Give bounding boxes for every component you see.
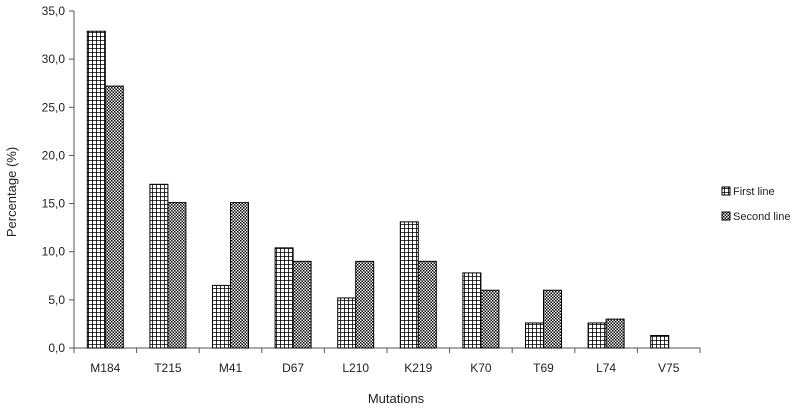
bar-first-line-l74 <box>587 322 607 349</box>
x-tick-label: M41 <box>219 361 243 375</box>
bar-second-line-t215 <box>167 202 187 349</box>
bar-second-line-m41 <box>230 202 249 349</box>
bar-first-line-v75 <box>650 334 670 349</box>
y-tick-label: 30,0 <box>42 52 66 66</box>
x-tick-label: K70 <box>470 361 492 375</box>
bar-first-line-t69 <box>525 322 544 349</box>
y-tick-label: 35,0 <box>42 4 66 18</box>
y-tick-label: 20,0 <box>42 148 66 162</box>
y-tick-label: 0,0 <box>48 341 65 355</box>
x-tick-label: T69 <box>533 361 554 375</box>
bar-second-line-l210 <box>355 260 375 349</box>
bar-first-line-t215 <box>149 183 169 349</box>
x-tick-label: T215 <box>154 361 182 375</box>
bar-second-line-k219 <box>417 260 437 349</box>
bar-first-line-l210 <box>337 297 357 349</box>
bar-second-line-m184 <box>104 85 124 349</box>
y-tick-label: 25,0 <box>42 100 66 114</box>
bar-first-line-k70 <box>462 272 482 349</box>
x-tick-label: L74 <box>596 361 616 375</box>
y-tick-label: 10,0 <box>42 245 66 259</box>
x-tick-label: V75 <box>658 361 680 375</box>
bar-first-line-k219 <box>399 221 419 349</box>
x-axis: M184 T215 M41 D67 L210 K219 K70 T69 L74 V75 <box>73 347 701 375</box>
legend-label: Second line <box>733 211 791 223</box>
legend-label: First line <box>733 186 775 198</box>
bar-first-line-m184 <box>86 30 106 349</box>
x-tick-label: M184 <box>90 361 120 375</box>
y-tick-label: 15,0 <box>42 197 66 211</box>
bar-second-line-d67 <box>292 260 312 349</box>
x-tick-label: K219 <box>404 361 432 375</box>
bar-second-line-k70 <box>480 289 500 349</box>
y-tick-label: 5,0 <box>48 293 65 307</box>
bars <box>86 30 670 349</box>
bar-first-line-d67 <box>274 247 294 349</box>
bar-first-line-m41 <box>212 284 231 349</box>
bar-second-line-l74 <box>605 318 625 349</box>
legend: First line Second line <box>721 186 791 223</box>
legend-swatch <box>721 211 731 221</box>
bar-second-line-t69 <box>543 289 562 349</box>
x-tick-label: D67 <box>282 361 304 375</box>
x-axis-title: Mutations <box>368 391 425 406</box>
x-tick-label: L210 <box>342 361 369 375</box>
y-axis-title: Percentage (%) <box>4 147 19 237</box>
legend-swatch <box>721 186 731 196</box>
y-axis: 0,0 5,0 10,0 15,0 20,0 25,0 30,0 35,0 <box>42 4 75 355</box>
